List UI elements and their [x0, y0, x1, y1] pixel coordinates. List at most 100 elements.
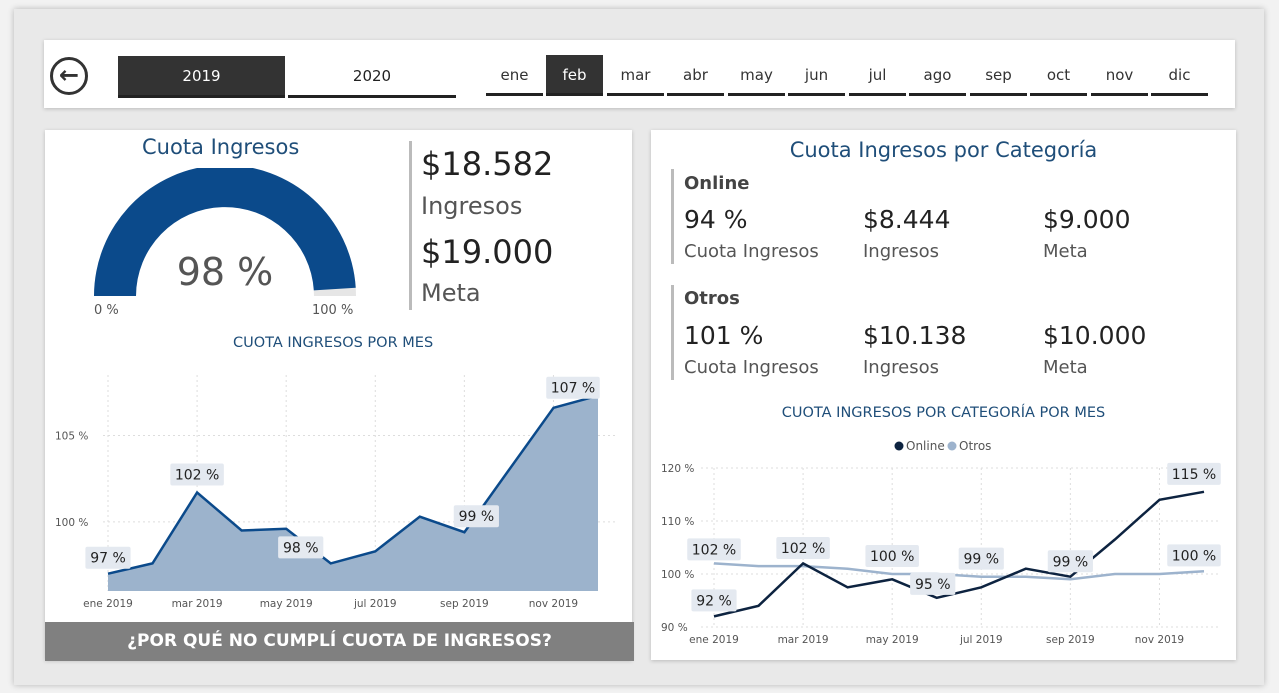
- chart1-data-label: 107 %: [551, 381, 595, 397]
- legend-otros-label: Otros: [959, 439, 991, 453]
- month-ene-button[interactable]: ene: [486, 55, 543, 96]
- chart2-data-label-bg: [1167, 544, 1221, 567]
- chart2-line-online: [713, 490, 1205, 618]
- chart2-data-label: 92 %: [696, 593, 732, 609]
- online-ingresos-label: Ingresos: [863, 241, 939, 262]
- meta-value: $19.000: [421, 233, 554, 271]
- chart2-data-label-bg: [865, 545, 919, 567]
- chart1-y-tick: 100 %: [55, 517, 88, 529]
- otros-cuota-label: Cuota Ingresos: [684, 357, 819, 378]
- chart1-y-tick: 105 %: [55, 430, 88, 442]
- month-sep-button[interactable]: sep: [970, 55, 1027, 96]
- meta-label: Meta: [421, 279, 481, 307]
- chart2-data-label: 100 %: [870, 549, 914, 565]
- chart2-x-tick: jul 2019: [959, 634, 1003, 646]
- month-mar-button[interactable]: mar: [607, 55, 664, 96]
- online-ingresos: $8.444: [863, 205, 951, 234]
- chart2-x-tick: may 2019: [866, 634, 919, 646]
- cuota-title: Cuota Ingresos: [142, 135, 300, 159]
- month-oct-button[interactable]: oct: [1030, 55, 1087, 96]
- cuota-categoria-panel: [651, 130, 1236, 660]
- chart2-y-tick: 90 %: [661, 622, 688, 634]
- chart2-y-tick: 110 %: [661, 516, 694, 528]
- chart2-line-otros: [713, 562, 1205, 581]
- chart2-data-label: 99 %: [1053, 554, 1089, 570]
- chart2-data-label-bg: [958, 547, 1004, 570]
- month-jul-button[interactable]: jul: [849, 55, 906, 96]
- ingresos-value: $18.582: [421, 145, 554, 183]
- year-2020-button[interactable]: 2020: [288, 56, 456, 98]
- chart1-data-label-bg: [546, 376, 600, 399]
- month-dic-button[interactable]: dic: [1151, 55, 1208, 96]
- chart1-data-label: 98 %: [283, 540, 319, 556]
- month-jun-button[interactable]: jun: [788, 55, 845, 96]
- ingresos-label: Ingresos: [421, 192, 523, 220]
- online-divider: [671, 169, 674, 264]
- chart1-data-label-bg: [453, 505, 499, 528]
- gauge-max: 100 %: [312, 303, 354, 318]
- chart1-x-tick: may 2019: [260, 598, 313, 610]
- chart1-x-tick: mar 2019: [172, 598, 223, 610]
- chart2-data-label-bg: [1167, 462, 1221, 485]
- otros-heading: Otros: [684, 288, 740, 309]
- chart2-data-label-bg: [776, 537, 830, 560]
- chart2-y-tick: 120 %: [661, 463, 694, 475]
- chart2-data-label: 100 %: [1172, 548, 1216, 564]
- month-nov-button[interactable]: nov: [1091, 55, 1148, 96]
- chart1-line: [107, 394, 599, 575]
- chart1-data-label-bg: [278, 536, 324, 559]
- chart1-data-label: 97 %: [90, 551, 126, 567]
- chart2-data-label: 102 %: [781, 541, 825, 557]
- chart1-title: CUOTA INGRESOS POR MES: [233, 335, 434, 351]
- otros-ingresos-label: Ingresos: [863, 357, 939, 378]
- chart1-data-label: 102 %: [175, 468, 219, 484]
- chart1-area: [108, 395, 598, 591]
- why-not-met-button[interactable]: ¿POR QUÉ NO CUMPLÍ CUOTA DE INGRESOS?: [45, 622, 634, 661]
- chart2-data-label: 95 %: [915, 577, 951, 593]
- arrow-left-icon: ←: [58, 61, 80, 89]
- chart2-y-tick: 100 %: [661, 569, 694, 581]
- cuota-categoria-chart: Online Otros ene 2019 mar 2019 may 2019 jul 2…: [661, 439, 1221, 646]
- online-heading: Online: [684, 173, 750, 194]
- month-abr-button[interactable]: abr: [667, 55, 724, 96]
- kpi-divider: [409, 141, 412, 310]
- legend-online-label: Online: [906, 439, 945, 453]
- otros-divider: [671, 285, 674, 380]
- gauge-min: 0 %: [94, 303, 119, 318]
- chart1-x-tick: ene 2019: [83, 598, 133, 610]
- chart2-x-tick: nov 2019: [1135, 634, 1184, 646]
- chart1-x-tick: nov 2019: [529, 598, 578, 610]
- legend-otros-marker: [947, 441, 957, 451]
- categoria-title: Cuota Ingresos por Categoría: [789, 138, 1098, 162]
- chart2-data-label-bg: [1047, 550, 1093, 573]
- chart2-data-label-bg: [687, 538, 741, 561]
- otros-meta: $10.000: [1043, 321, 1147, 350]
- cuota-por-mes-chart: ene 2019 mar 2019 may 2019 jul 2019 sep 2019…: [55, 375, 615, 610]
- chart2-x-tick: ene 2019: [689, 634, 739, 646]
- otros-ingresos: $10.138: [863, 321, 967, 350]
- chart1-x-tick: sep 2019: [440, 598, 489, 610]
- legend-online-marker: [894, 441, 904, 451]
- year-2019-button[interactable]: 2019: [118, 56, 285, 98]
- chart1-data-label-bg: [170, 463, 224, 486]
- chart1-data-label-bg: [85, 546, 131, 569]
- chart2-data-label: 102 %: [692, 542, 736, 558]
- chart2-data-label-bg: [910, 572, 956, 595]
- chart1-x-tick: jul 2019: [353, 598, 397, 610]
- gauge: [94, 168, 356, 296]
- back-button[interactable]: ←: [50, 57, 88, 95]
- gauge-fill: [94, 168, 356, 296]
- online-cuota-label: Cuota Ingresos: [684, 241, 819, 262]
- online-meta: $9.000: [1043, 205, 1131, 234]
- chart2-data-label: 115 %: [1172, 467, 1216, 483]
- otros-meta-label: Meta: [1043, 357, 1088, 378]
- chart2-x-tick: sep 2019: [1046, 634, 1095, 646]
- online-cuota: 94 %: [684, 205, 748, 234]
- month-may-button[interactable]: may: [728, 55, 785, 96]
- otros-cuota: 101 %: [684, 321, 764, 350]
- chart2-title: CUOTA INGRESOS POR CATEGORÍA POR MES: [781, 405, 1106, 421]
- chart1-data-label: 99 %: [459, 509, 495, 525]
- chart2-x-tick: mar 2019: [778, 634, 829, 646]
- month-ago-button[interactable]: ago: [909, 55, 966, 96]
- month-feb-button[interactable]: feb: [546, 55, 603, 96]
